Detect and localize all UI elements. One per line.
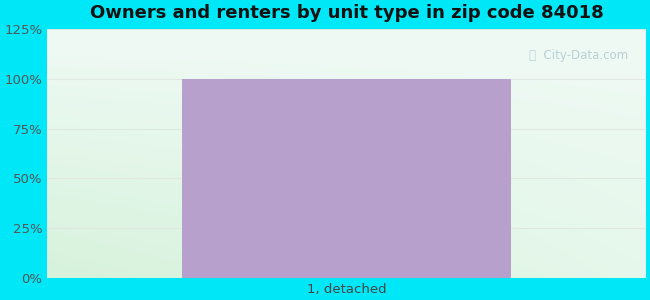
- Text: ⓘ  City-Data.com: ⓘ City-Data.com: [528, 49, 628, 62]
- Bar: [182, 79, 511, 278]
- Title: Owners and renters by unit type in zip code 84018: Owners and renters by unit type in zip c…: [90, 4, 603, 22]
